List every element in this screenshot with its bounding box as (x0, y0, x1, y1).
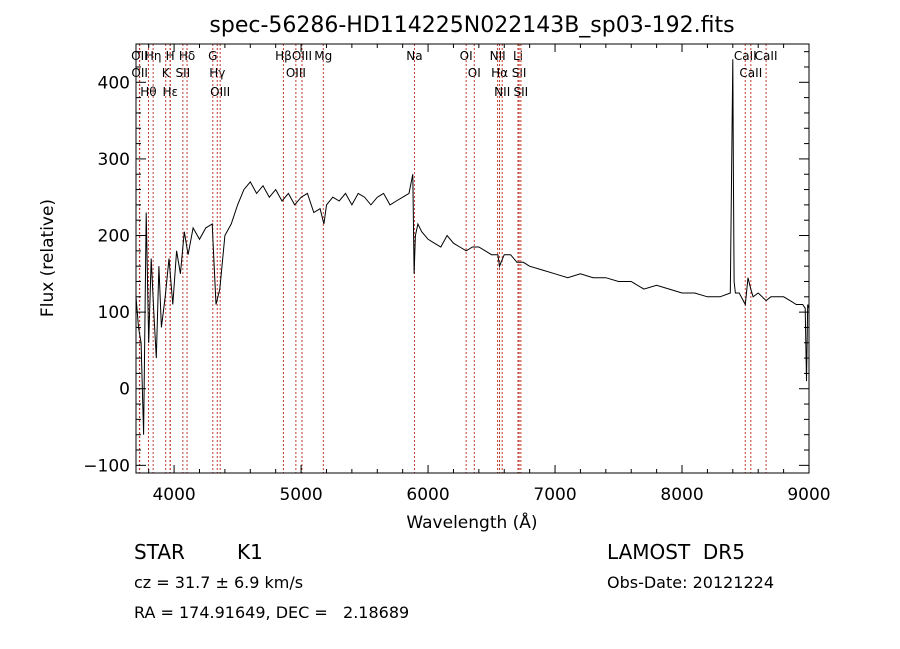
x-tick-label: 4000 (152, 485, 195, 505)
y-tick-label: 0 (119, 380, 130, 400)
x-tick-label: 9000 (787, 485, 830, 505)
spectral-line-label: Hδ (179, 49, 195, 63)
spectral-line-label: Hθ (140, 85, 156, 99)
star-subclass-label: K1 (237, 540, 263, 564)
ra-dec-line: RA = 174.91649, DEC = 2.18689 (134, 603, 410, 622)
spectral-line-label: NII (490, 49, 506, 63)
spectral-line-label: Hε (163, 85, 179, 99)
spectral-line-label: CaII (755, 49, 778, 63)
spectral-line-label: OI (460, 49, 473, 63)
chart-title: spec-56286-HD114225N022143B_sp03-192.fit… (209, 13, 734, 38)
spectral-line-label: SII (514, 85, 529, 99)
survey-label: LAMOST DR5 (607, 540, 745, 564)
x-tick-label: 7000 (533, 485, 576, 505)
spectral-line-label: K (162, 66, 171, 80)
spectral-line-label: G (208, 49, 217, 63)
spectral-line-label: OIII (210, 85, 230, 99)
spectral-line-label: OIII (286, 66, 306, 80)
spectral-line-label: Hγ (209, 66, 225, 80)
obs-date-line: Obs-Date: 20121224 (607, 573, 775, 592)
y-axis-label: Flux (relative) (38, 199, 58, 317)
y-tick-label: 200 (98, 227, 130, 247)
x-axis: 4000 5000 6000 7000 8000 9000 (148, 44, 831, 505)
spectral-line-label: NII (494, 85, 510, 99)
spectral-line-label: Mg (314, 49, 332, 63)
x-tick-label: 5000 (279, 485, 322, 505)
y-tick-label: 100 (98, 303, 130, 323)
spectral-line-label: Hη (145, 49, 162, 63)
spectral-line-label: CaII (734, 49, 757, 63)
x-tick-label: 6000 (406, 485, 449, 505)
spectral-line-label: Li (513, 49, 523, 63)
plot-frame (135, 43, 810, 474)
star-class-label: STAR (134, 540, 185, 564)
spectral-line-label: Hα (491, 66, 508, 80)
y-axis: −100 0 100 200 300 400 (83, 51, 809, 476)
spectral-line-label: Hβ (275, 49, 292, 63)
spectral-line-label: Na (406, 49, 422, 63)
redshift-line: cz = 31.7 ± 6.9 km/s (134, 573, 304, 592)
spectral-line-markers: OIIOIIHθHηKHHεSIIHδGHγOIIIHβOIIIOIIIMgNa… (131, 44, 777, 473)
spectral-line-label: OII (131, 66, 148, 80)
x-axis-label: Wavelength (Å) (406, 511, 537, 533)
x-tick-label: 8000 (660, 485, 703, 505)
spectral-line-label: OIII (292, 49, 312, 63)
y-tick-label: 300 (98, 150, 130, 170)
spectrum-line (135, 59, 810, 435)
spectral-line-label: SII (176, 66, 191, 80)
spectral-line-label: CaII (739, 66, 762, 80)
spectral-line-label: SII (512, 66, 527, 80)
spectrum-series (135, 59, 810, 435)
y-tick-label: 400 (98, 73, 130, 93)
spectral-line-label: OI (468, 66, 481, 80)
y-tick-label: −100 (83, 456, 130, 476)
